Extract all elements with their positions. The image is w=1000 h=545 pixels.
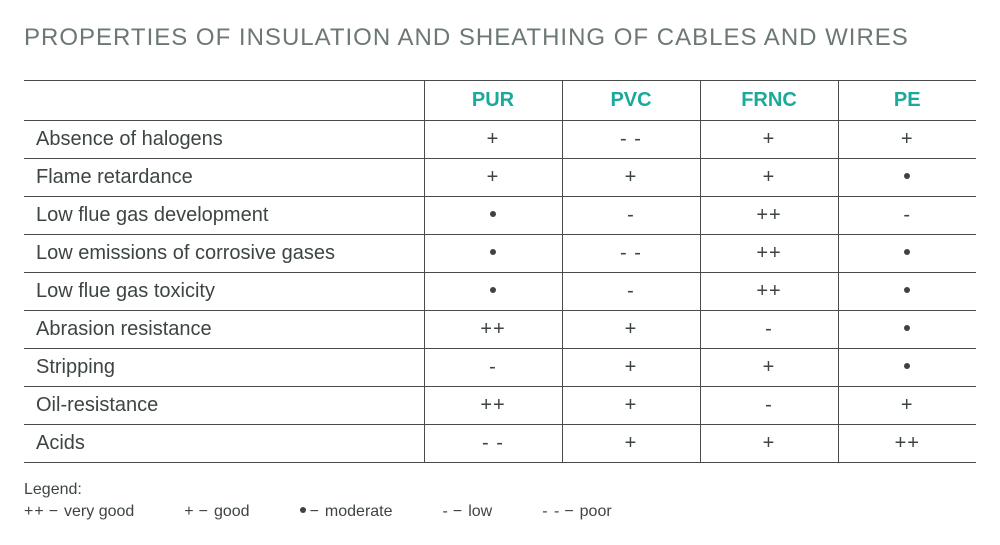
row-label: Oil-resistance — [24, 387, 424, 425]
row-value: - — [700, 311, 838, 349]
table-row: Oil-resistance+++-+ — [24, 387, 976, 425]
legend-item: - -−poor — [542, 503, 611, 521]
row-value: + — [424, 159, 562, 197]
row-value: + — [562, 159, 700, 197]
table-header-col: PVC — [562, 81, 700, 121]
table-row: Acids- -++++ — [24, 425, 976, 463]
legend-meaning: moderate — [325, 503, 393, 520]
row-value: - - — [562, 235, 700, 273]
row-value — [424, 197, 562, 235]
table-row: Flame retardance+++ — [24, 159, 976, 197]
legend-dash: − — [310, 503, 319, 520]
legend-meaning: low — [468, 503, 492, 520]
row-value: - - — [562, 121, 700, 159]
row-value — [838, 349, 976, 387]
row-value: ++ — [424, 311, 562, 349]
legend-dash: − — [564, 503, 573, 520]
page-title: PROPERTIES OF INSULATION AND SHEATHING O… — [24, 24, 976, 52]
table-header-empty — [24, 81, 424, 121]
row-value: + — [562, 311, 700, 349]
legend-symbol — [300, 503, 306, 520]
table-row: Stripping-++ — [24, 349, 976, 387]
row-value: - — [838, 197, 976, 235]
row-value: + — [838, 121, 976, 159]
row-value: + — [700, 349, 838, 387]
row-value: - — [562, 273, 700, 311]
row-value — [838, 235, 976, 273]
legend-item: +−good — [184, 503, 249, 521]
legend-symbol: - — [443, 503, 449, 520]
row-label: Low flue gas toxicity — [24, 273, 424, 311]
table-row: Absence of halogens+- -++ — [24, 121, 976, 159]
row-value: - — [424, 349, 562, 387]
row-label: Absence of halogens — [24, 121, 424, 159]
legend-item: ++−very good — [24, 503, 134, 521]
legend-item: -−low — [443, 503, 493, 521]
row-value: + — [700, 121, 838, 159]
row-label: Acids — [24, 425, 424, 463]
row-value: ++ — [700, 273, 838, 311]
properties-table: PUR PVC FRNC PE Absence of halogens+- -+… — [24, 80, 976, 463]
row-value — [838, 159, 976, 197]
legend-meaning: good — [214, 503, 250, 520]
row-value: ++ — [424, 387, 562, 425]
legend-dash: − — [453, 503, 462, 520]
row-label: Low flue gas development — [24, 197, 424, 235]
table-body: Absence of halogens+- -++Flame retardanc… — [24, 121, 976, 463]
legend-meaning: very good — [64, 503, 134, 520]
row-value — [424, 273, 562, 311]
legend: Legend: ++−very good+−good−moderate-−low… — [24, 481, 976, 521]
row-value: + — [562, 387, 700, 425]
table-header-col: FRNC — [700, 81, 838, 121]
table-row: Low flue gas development -++- — [24, 197, 976, 235]
table-header-col: PUR — [424, 81, 562, 121]
row-value: - — [562, 197, 700, 235]
table-header-col: PE — [838, 81, 976, 121]
row-label: Low emissions of corrosive gases — [24, 235, 424, 273]
legend-title: Legend: — [24, 481, 976, 499]
row-value: + — [562, 349, 700, 387]
row-value: + — [424, 121, 562, 159]
row-value: ++ — [700, 235, 838, 273]
page: PROPERTIES OF INSULATION AND SHEATHING O… — [0, 0, 1000, 545]
legend-dash: − — [49, 503, 58, 520]
table-row: Abrasion resistance+++- — [24, 311, 976, 349]
legend-symbol: - - — [542, 503, 560, 520]
legend-symbol: + — [184, 503, 194, 520]
row-label: Flame retardance — [24, 159, 424, 197]
table-row: Low flue gas toxicity -++ — [24, 273, 976, 311]
row-value: ++ — [838, 425, 976, 463]
row-value: ++ — [700, 197, 838, 235]
row-value: + — [562, 425, 700, 463]
legend-item: −moderate — [300, 503, 393, 521]
row-value: + — [700, 425, 838, 463]
row-value — [424, 235, 562, 273]
row-value — [838, 311, 976, 349]
table-header-row: PUR PVC FRNC PE — [24, 81, 976, 121]
row-value: + — [838, 387, 976, 425]
legend-items: ++−very good+−good−moderate-−low- -−poor — [24, 503, 976, 521]
legend-meaning: poor — [580, 503, 612, 520]
row-label: Stripping — [24, 349, 424, 387]
table-row: Low emissions of corrosive gases - -++ — [24, 235, 976, 273]
row-value: - - — [424, 425, 562, 463]
legend-dash: − — [199, 503, 208, 520]
row-value — [838, 273, 976, 311]
row-value: - — [700, 387, 838, 425]
legend-symbol: ++ — [24, 503, 45, 520]
row-value: + — [700, 159, 838, 197]
row-label: Abrasion resistance — [24, 311, 424, 349]
